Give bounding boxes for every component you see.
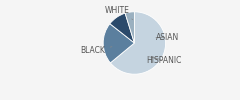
- Wedge shape: [110, 12, 166, 74]
- Wedge shape: [110, 13, 134, 43]
- Text: HISPANIC: HISPANIC: [146, 56, 182, 65]
- Wedge shape: [103, 24, 134, 63]
- Text: WHITE: WHITE: [105, 6, 133, 20]
- Wedge shape: [125, 12, 134, 43]
- Text: ASIAN: ASIAN: [156, 33, 179, 42]
- Text: BLACK: BLACK: [80, 46, 112, 55]
